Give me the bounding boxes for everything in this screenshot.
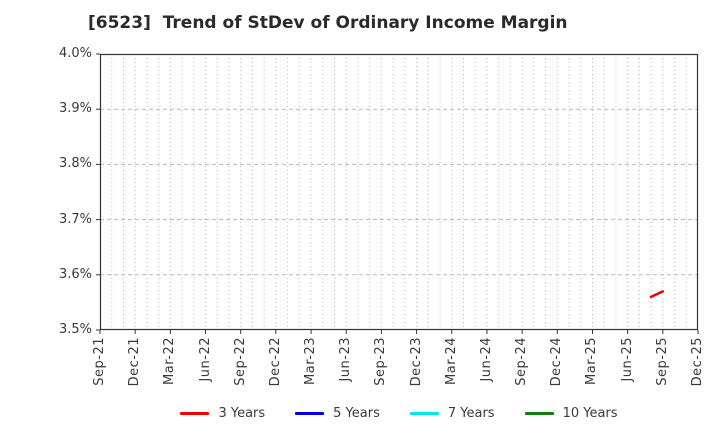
x-tick-label: Jun-22 [197,337,213,382]
x-tick-label: Jun-25 [619,337,635,382]
legend-label-10-years: 10 Years [562,405,618,421]
legend: 3 Years 5 Years 7 Years 10 Years [100,403,698,423]
y-tick-label: 3.9% [58,101,92,117]
plot-area [96,53,699,334]
x-tick-label: Sep-21 [92,337,107,386]
y-tick-label: 3.8% [58,156,92,172]
x-tick-label: Sep-22 [232,337,248,386]
legend-label-5-years: 5 Years [333,405,380,421]
x-tick-label: Jun-24 [478,337,494,382]
series-line-3-years [649,290,665,299]
y-tick-label: 3.7% [58,211,92,227]
legend-item-10-years: 10 Years [524,405,618,421]
legend-label-7-years: 7 Years [447,405,495,421]
y-tick-label: 4.0% [58,46,92,61]
legend-swatch-5-years-icon [295,411,325,415]
legend-label-3-years: 3 Years [218,405,266,421]
legend-item-3-years: 3 Years [180,406,265,421]
plot-canvas [96,53,699,334]
x-tick-label: Dec-24 [549,337,565,387]
x-tick-label: Mar-22 [162,337,178,385]
legend-item-5-years: 5 Years [295,406,380,421]
x-tick-label: Mar-24 [443,337,459,385]
x-tick-label: Mar-23 [303,337,319,385]
x-tick-label: Dec-21 [127,337,143,387]
x-tick-label: Sep-25 [654,337,670,386]
legend-swatch-3-years-icon [180,411,210,415]
x-tick-label: Jun-23 [338,337,354,382]
legend-swatch-10-years-icon [524,411,554,415]
x-tick-label: Dec-22 [267,337,283,387]
chart-title: [6523] Trend of StDev of Ordinary Income… [88,13,568,33]
y-tick-label: 3.6% [58,266,92,282]
x-tick-label: Dec-23 [408,337,424,387]
x-tick-label: Dec-25 [690,337,705,387]
x-tick-label: Sep-24 [514,337,530,386]
x-tick-label: Mar-25 [584,337,600,385]
y-tick-label: 3.5% [58,322,92,337]
x-tick-label: Sep-23 [373,337,389,386]
legend-swatch-7-years-icon [409,411,439,415]
legend-item-7-years: 7 Years [409,405,495,421]
plot-border [99,53,699,331]
